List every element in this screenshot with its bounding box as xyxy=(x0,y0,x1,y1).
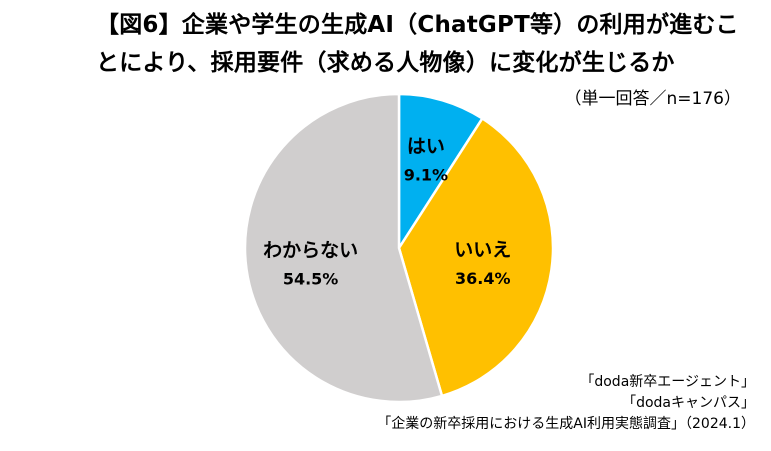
source-line-2: 「dodaキャンパス」 xyxy=(622,395,755,411)
pie-slices xyxy=(243,92,555,404)
pie-labels: はい 9.1% いいえ 36.4% わからない 54.5% xyxy=(263,135,511,288)
chart-title: 【図6】企業や学生の生成AI（ChatGPT等）の利用が進むこ とにより、採用要… xyxy=(96,6,756,82)
source-line-3: 「企業の新卒採用における生成AI利用実態調査」（2024.1） xyxy=(377,416,755,432)
slice-value-label-3: 54.5% xyxy=(283,270,339,289)
slice-value-label-1: 9.1% xyxy=(404,165,448,184)
chart-title-line-2: とにより、採用要件（求める人物像）に変化が生じるか xyxy=(96,50,675,76)
slice-category-label-2: いいえ xyxy=(454,239,511,261)
pie-slice-1 xyxy=(397,92,485,253)
source-note: 「doda新卒エージェント」 「dodaキャンパス」 「企業の新卒採用における生… xyxy=(377,372,755,435)
slice-category-label-3: わからない xyxy=(263,240,358,262)
chart-title-line-1: 【図6】企業や学生の生成AI（ChatGPT等）の利用が進むこ xyxy=(96,12,739,38)
pie-slice-3 xyxy=(243,92,444,404)
slice-category-label-1: はい xyxy=(407,135,445,157)
pie-slice-2 xyxy=(397,116,555,398)
slice-value-label-2: 36.4% xyxy=(455,269,511,288)
source-line-1: 「doda新卒エージェント」 xyxy=(580,374,755,390)
respondent-note: （単一回答／n=176） xyxy=(564,89,741,109)
